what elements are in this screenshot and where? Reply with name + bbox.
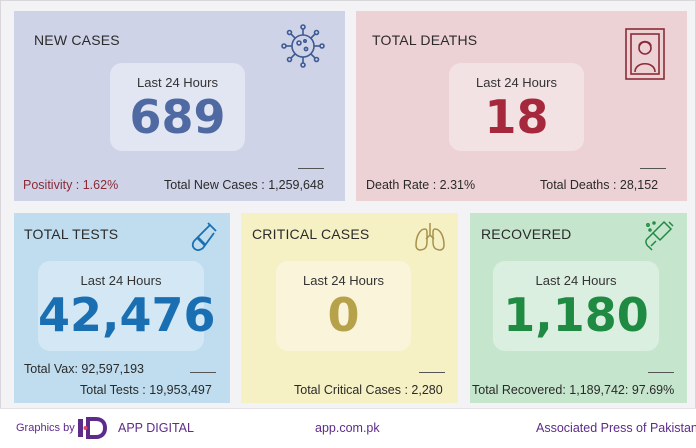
total-new-cases-text: Total New Cases : 1,259,648 (164, 178, 324, 192)
new-cases-title: NEW CASES (34, 32, 120, 48)
total-recovered-text: Total Recovered: 1,189,742: 97.69% (472, 383, 675, 397)
new-cases-value: 689 (129, 90, 226, 144)
critical-title: CRITICAL CASES (252, 226, 370, 242)
recovered-panel: Last 24 Hours 1,180 (493, 261, 659, 351)
tests-title: TOTAL TESTS (24, 226, 119, 242)
sanitizer-hand-icon (642, 219, 676, 258)
deaths-value: 18 (484, 90, 549, 144)
tests-divider (190, 372, 216, 373)
recovered-card: RECOVERED Last 24 Hours 1,180 Total Reco… (470, 213, 687, 403)
deaths-title: TOTAL DEATHS (372, 32, 478, 48)
positivity-text: Positivity : 1.62% (23, 178, 119, 192)
critical-value: 0 (327, 288, 360, 342)
app-digital-logo-icon (76, 416, 108, 445)
virus-icon (280, 23, 326, 74)
deaths-panel: Last 24 Hours 18 (449, 63, 584, 151)
new-cases-panel: Last 24 Hours 689 (110, 63, 245, 151)
deaths-period: Last 24 Hours (476, 75, 557, 90)
tests-value: 42,476 (38, 288, 216, 342)
tests-card: TOTAL TESTS Last 24 Hours 42,476 Total V… (14, 213, 230, 403)
total-critical-text: Total Critical Cases : 2,280 (294, 383, 443, 397)
recovered-divider (648, 372, 674, 373)
new-cases-card: NEW CASES Last 24 Hours 689 Positivity :… (14, 11, 345, 201)
recovered-value: 1,180 (503, 288, 649, 342)
deaths-card: TOTAL DEATHS Last 24 Hours 18 Death Rate… (356, 11, 687, 201)
portrait-frame-icon (625, 28, 665, 85)
total-tests-text: Total Tests : 19,953,497 (80, 383, 212, 397)
recovered-title: RECOVERED (481, 226, 572, 242)
recovered-period: Last 24 Hours (535, 273, 617, 288)
new-cases-divider (298, 168, 324, 169)
critical-divider (419, 372, 445, 373)
deaths-divider (640, 168, 666, 169)
tests-period: Last 24 Hours (80, 273, 162, 288)
total-vax-text: Total Vax: 92,597,193 (24, 362, 144, 376)
graphics-by-text: Graphics by (16, 422, 75, 434)
test-tube-icon (188, 221, 218, 258)
tests-panel: Last 24 Hours 42,476 (38, 261, 216, 351)
critical-period: Last 24 Hours (303, 273, 384, 288)
brand-text: APP DIGITAL (118, 421, 194, 435)
agency-text: Associated Press of Pakistan (536, 421, 696, 435)
new-cases-period: Last 24 Hours (137, 75, 218, 90)
footer: Graphics by APP DIGITAL app.com.pk Assoc… (0, 408, 696, 448)
total-deaths-text: Total Deaths : 28,152 (540, 178, 659, 192)
death-rate-text: Death Rate : 2.31% (366, 178, 476, 192)
critical-panel: Last 24 Hours 0 (276, 261, 411, 351)
critical-card: CRITICAL CASES Last 24 Hours 0 Total Cri… (241, 213, 458, 403)
lungs-icon (413, 220, 447, 259)
website-link[interactable]: app.com.pk (315, 421, 380, 435)
